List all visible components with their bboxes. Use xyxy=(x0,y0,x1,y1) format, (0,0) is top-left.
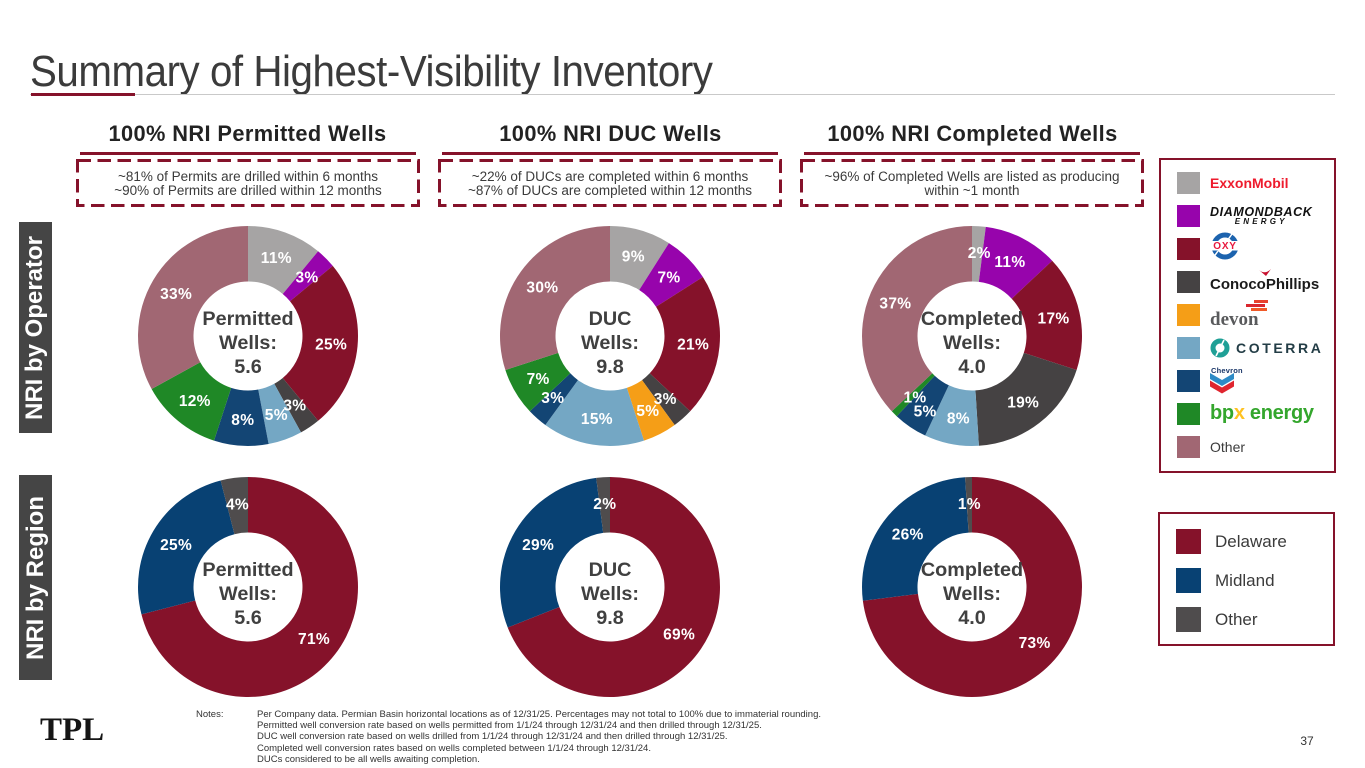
svg-text:9%: 9% xyxy=(622,248,645,265)
svg-text:2%: 2% xyxy=(593,496,616,513)
svg-text:9.8: 9.8 xyxy=(596,356,624,378)
svg-text:Wells:: Wells: xyxy=(943,332,1001,354)
svg-text:9.8: 9.8 xyxy=(596,607,624,629)
svg-text:25%: 25% xyxy=(160,537,192,554)
svg-text:71%: 71% xyxy=(298,631,330,648)
svg-text:3%: 3% xyxy=(295,270,318,287)
svg-text:Wells:: Wells: xyxy=(219,332,277,354)
svg-text:15%: 15% xyxy=(581,411,613,428)
svg-text:3%: 3% xyxy=(654,391,677,408)
svg-text:4.0: 4.0 xyxy=(958,607,986,629)
svg-text:Wells:: Wells: xyxy=(581,583,639,605)
svg-text:Permitted: Permitted xyxy=(202,559,293,581)
svg-text:11%: 11% xyxy=(261,250,292,267)
svg-text:5%: 5% xyxy=(636,403,659,420)
svg-text:OXY: OXY xyxy=(1213,241,1237,252)
svg-text:5.6: 5.6 xyxy=(234,607,262,629)
svg-text:2%: 2% xyxy=(968,245,991,262)
svg-text:12%: 12% xyxy=(179,393,211,410)
svg-text:29%: 29% xyxy=(522,537,554,554)
svg-text:DUC: DUC xyxy=(589,559,632,581)
svg-text:11%: 11% xyxy=(994,254,1025,271)
svg-text:3%: 3% xyxy=(541,390,564,407)
svg-text:19%: 19% xyxy=(1007,395,1039,412)
svg-text:69%: 69% xyxy=(663,627,695,644)
svg-text:21%: 21% xyxy=(677,336,709,353)
svg-text:25%: 25% xyxy=(315,336,347,353)
svg-text:Permitted: Permitted xyxy=(202,308,293,330)
svg-text:DUC: DUC xyxy=(589,308,632,330)
svg-text:3%: 3% xyxy=(283,398,306,415)
svg-text:1%: 1% xyxy=(903,390,926,407)
svg-text:4.0: 4.0 xyxy=(958,356,986,378)
svg-text:Wells:: Wells: xyxy=(943,583,1001,605)
svg-text:7%: 7% xyxy=(527,371,550,388)
svg-text:1%: 1% xyxy=(958,496,981,513)
svg-text:33%: 33% xyxy=(160,286,192,303)
svg-text:Wells:: Wells: xyxy=(219,583,277,605)
svg-text:5.6: 5.6 xyxy=(234,356,262,378)
svg-text:30%: 30% xyxy=(526,280,558,297)
svg-text:17%: 17% xyxy=(1038,310,1070,327)
svg-text:Wells:: Wells: xyxy=(581,332,639,354)
svg-text:37%: 37% xyxy=(879,295,911,312)
svg-text:Completed: Completed xyxy=(921,559,1023,581)
svg-text:26%: 26% xyxy=(892,526,924,543)
svg-text:7%: 7% xyxy=(657,270,680,287)
svg-text:8%: 8% xyxy=(947,411,970,428)
svg-text:5%: 5% xyxy=(265,407,288,424)
svg-text:5%: 5% xyxy=(914,404,937,421)
svg-text:73%: 73% xyxy=(1019,635,1051,652)
svg-text:4%: 4% xyxy=(226,497,249,514)
svg-text:Completed: Completed xyxy=(921,308,1023,330)
svg-text:8%: 8% xyxy=(231,412,254,429)
